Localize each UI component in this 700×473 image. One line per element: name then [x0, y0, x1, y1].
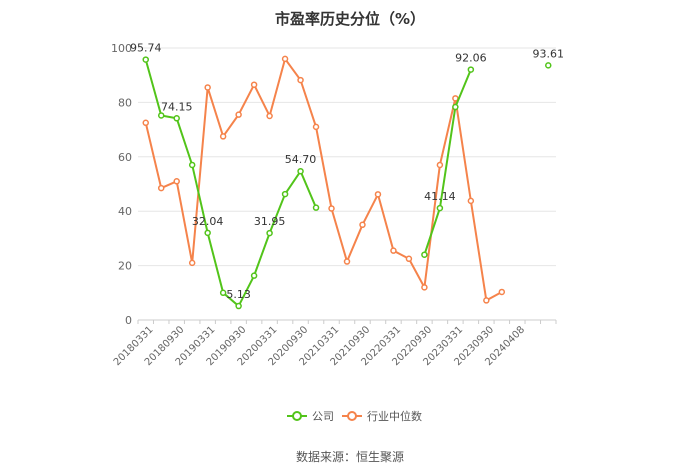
legend-industry-median-label: 行业中位数 [367, 409, 422, 423]
industry-median-series-point [467, 197, 475, 205]
y-tick-label: 0 [125, 314, 132, 327]
company-series-point [297, 167, 304, 175]
industry-median-series-point [250, 81, 258, 88]
company-series-point [545, 62, 552, 69]
industry-median-series-point [219, 133, 227, 140]
y-tick-label: 80 [118, 96, 132, 109]
industry-median-series-point [328, 205, 335, 212]
industry-median-series-point [390, 247, 397, 254]
data-label: 93.61 [533, 47, 565, 60]
industry-median-series-point [142, 119, 149, 127]
data-label: 5.13 [226, 288, 251, 301]
data-label: 95.74 [130, 42, 162, 55]
company-series-point [250, 272, 258, 279]
y-tick-label: 40 [118, 205, 132, 218]
company-series-point [219, 289, 227, 297]
industry-median-series-point [452, 95, 459, 102]
industry-median-series-point [436, 161, 444, 169]
chart-title: 市盈率历史分位（%） [274, 10, 426, 28]
company-series-point [173, 115, 180, 122]
data-label: 31.95 [254, 215, 286, 228]
industry-median-series-point [266, 112, 273, 120]
industry-median-series-point [359, 221, 366, 229]
data-label: 92.06 [455, 52, 487, 65]
industry-median-series-point [374, 191, 382, 198]
data-label: 32.04 [192, 215, 224, 228]
company-series-point [204, 229, 211, 237]
company-series-point [452, 103, 459, 111]
industry-median-series-point [204, 84, 211, 91]
industry-median-series-point [188, 259, 196, 267]
industry-median-series-point [173, 178, 180, 185]
company-series-point [312, 204, 320, 211]
industry-median-series-point [343, 258, 351, 265]
company-series-point [266, 229, 273, 237]
legend-company-label: 公司 [312, 410, 334, 423]
industry-median-series-point [498, 288, 506, 296]
legend-company-marker [292, 411, 302, 421]
industry-median-series-point [483, 297, 490, 304]
company-series-point [235, 302, 242, 310]
industry-median-series-point [421, 284, 428, 291]
y-tick-label: 60 [118, 151, 132, 164]
industry-median-series-point [405, 255, 413, 263]
industry-median-series-point [157, 184, 165, 192]
company-series-line [423, 69, 472, 256]
company-series-point [467, 66, 475, 73]
company-series-point [281, 190, 289, 198]
industry-median-series-point [297, 76, 304, 84]
company-series-point [421, 251, 428, 258]
industry-median-series-line [144, 56, 503, 302]
data-source-note: 数据来源：恒生聚源 [295, 450, 404, 464]
industry-median-series-point [281, 55, 289, 63]
company-series-point [142, 56, 149, 63]
legend-industry-median-marker [347, 411, 357, 421]
company-series-point [436, 204, 444, 212]
data-label: 41.14 [424, 190, 456, 203]
data-label: 74.15 [161, 100, 193, 113]
data-label: 54.70 [285, 153, 317, 166]
industry-median-series-point [235, 111, 242, 118]
company-series-point [157, 112, 165, 119]
company-series-point [188, 161, 196, 169]
y-tick-label: 100 [111, 42, 132, 55]
y-tick-label: 20 [118, 260, 132, 273]
industry-median-series-point [312, 123, 320, 131]
